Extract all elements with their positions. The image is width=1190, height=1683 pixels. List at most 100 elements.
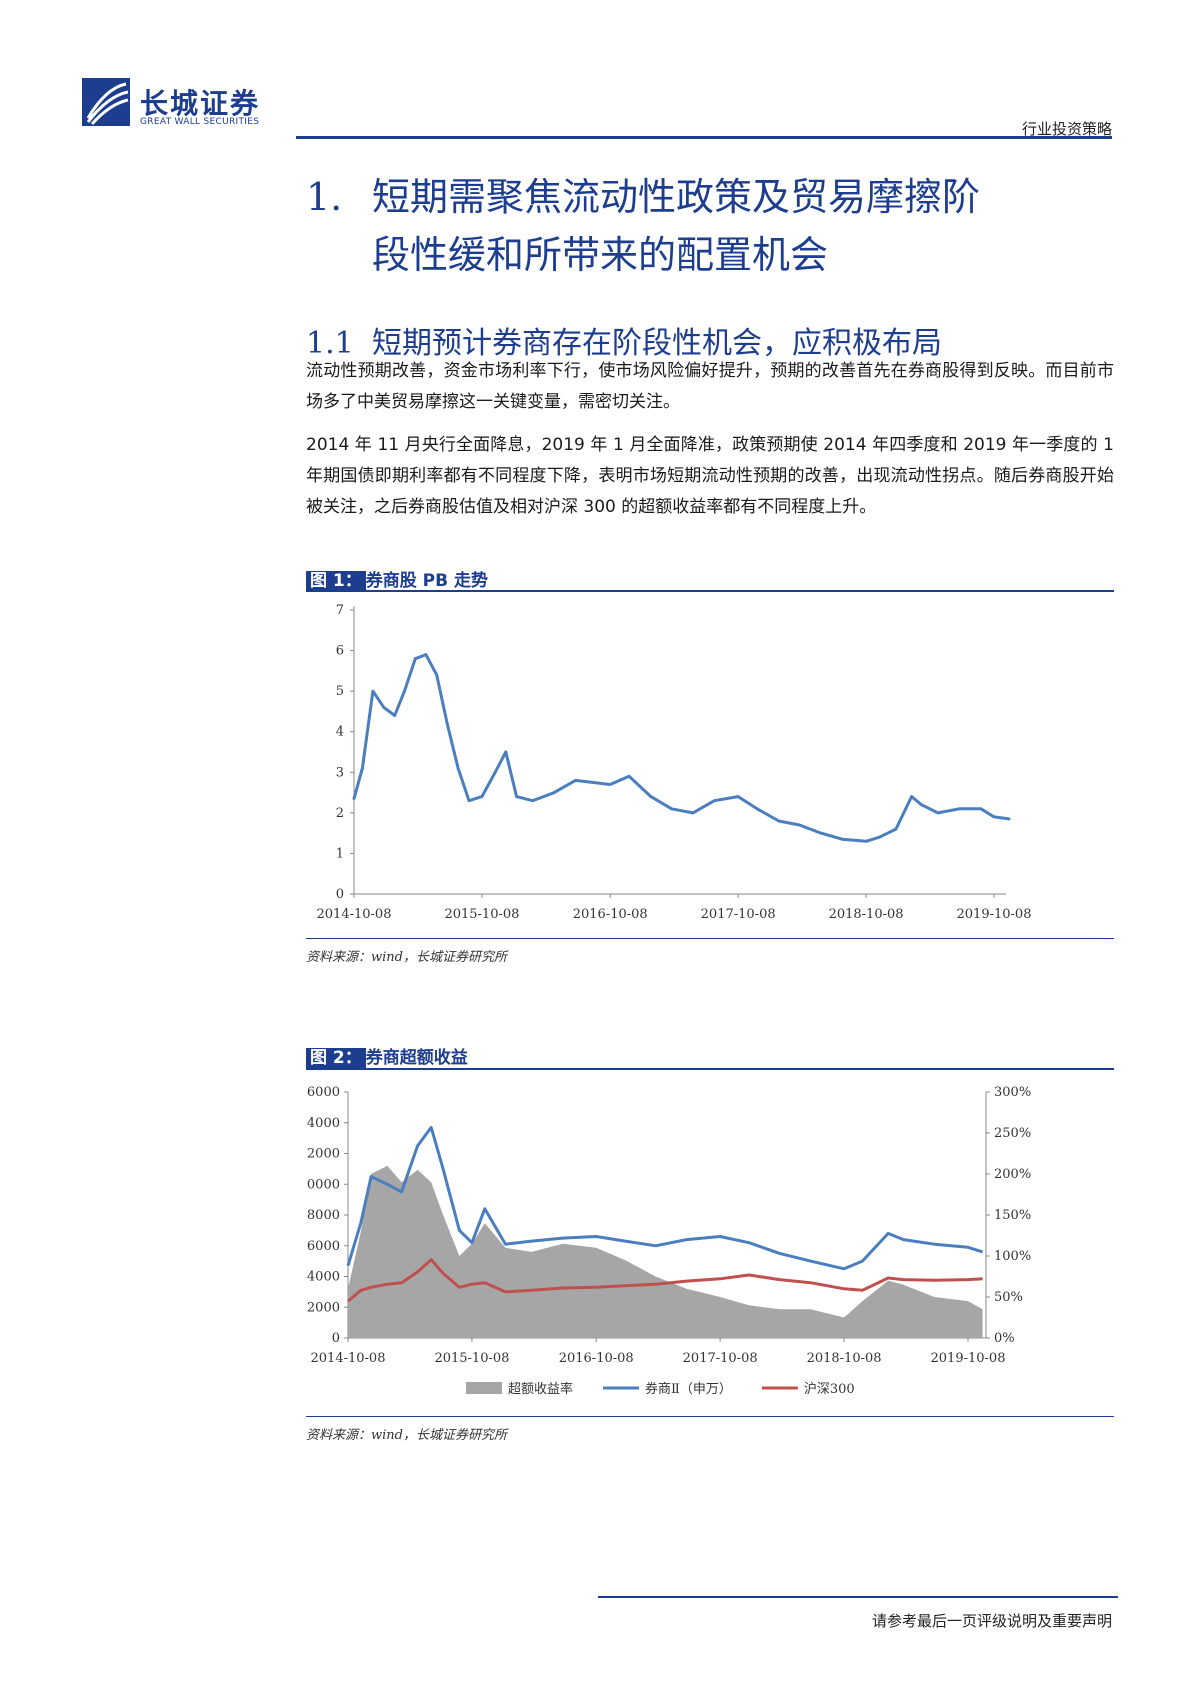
left-y-tick-label: 16000 — [306, 1085, 340, 1100]
pb-data-point — [1007, 817, 1011, 821]
footer-divider — [598, 1596, 1118, 1598]
subsection-heading: 1.1 短期预计券商存在阶段性机会，应积极布局 — [306, 318, 942, 362]
pb-data-point — [777, 819, 781, 823]
x-tick-label: 2015-10-08 — [444, 907, 519, 922]
pb-data-point — [413, 657, 417, 661]
pb-data-point — [627, 774, 631, 778]
y-tick-label: 5 — [336, 684, 344, 699]
pb-data-point — [840, 837, 844, 841]
pb-data-point — [393, 714, 397, 717]
y-tick-label: 3 — [336, 765, 344, 780]
right-y-tick-label: 0% — [994, 1331, 1015, 1346]
figure1-caption: 券商股 PB 走势 — [365, 571, 489, 591]
pb-data-point — [798, 823, 801, 827]
figure2-caption: 券商超额收益 — [365, 1048, 468, 1068]
section-number: 1. — [306, 175, 343, 219]
right-y-tick-label: 250% — [994, 1126, 1031, 1141]
pb-data-point — [361, 766, 364, 770]
paragraph-1: 流动性预期改善，资金市场利率下行，使市场风险偏好提升，预期的改善首先在券商股得到… — [306, 361, 1114, 412]
right-y-tick-label: 200% — [994, 1167, 1031, 1182]
pb-data-point — [712, 799, 716, 803]
broker-index-line — [346, 1125, 984, 1271]
pb-data-point — [515, 795, 519, 799]
right-y-tick-label: 300% — [994, 1085, 1031, 1100]
figure1-title: 图 1： 券商股 PB 走势 — [306, 566, 488, 591]
pb-data-point — [864, 839, 868, 843]
left-y-tick-label: 6000 — [307, 1239, 340, 1254]
left-y-tick-label: 14000 — [306, 1116, 340, 1131]
pb-data-point — [424, 653, 428, 657]
x-tick-label: 2017-10-08 — [683, 1351, 758, 1366]
header-divider — [296, 136, 1112, 139]
legend-label: 沪深300 — [804, 1381, 855, 1397]
company-name-cn: 长城证券 — [140, 87, 261, 120]
x-tick-label: 2019-10-08 — [931, 1351, 1006, 1366]
subsection-title: 短期预计券商存在阶段性机会，应积极布局 — [372, 326, 942, 361]
figure1-tag: 图 1： — [306, 571, 366, 591]
pb-data-point — [649, 795, 653, 799]
csi300-line — [347, 1258, 983, 1303]
pb-data-point — [480, 795, 484, 799]
pb-data-point — [992, 815, 996, 819]
figure2-title: 图 2： 券商超额收益 — [306, 1043, 468, 1068]
right-y-tick-label: 50% — [994, 1290, 1023, 1305]
x-tick-label: 2016-10-08 — [573, 907, 648, 922]
pb-series-line — [352, 653, 1010, 843]
pb-data-point — [371, 689, 375, 693]
pb-data-point — [979, 807, 983, 811]
right-y-tick-label: 150% — [994, 1208, 1031, 1223]
pb-data-point — [877, 835, 881, 839]
right-y-tick-label: 100% — [994, 1249, 1031, 1264]
figure1-source: 资料来源：wind，长城证券研究所 — [306, 950, 507, 965]
legend-swatch — [466, 1382, 502, 1394]
pb-data-point — [936, 811, 940, 815]
pb-data-point — [691, 811, 695, 815]
company-logo — [82, 78, 130, 126]
pb-data-point — [608, 783, 612, 786]
pb-data-point — [910, 795, 914, 799]
section-title-line1: 短期需聚焦流动性政策及贸易摩擦阶 — [372, 175, 981, 219]
pb-data-point — [755, 807, 759, 811]
pb-data-point — [403, 689, 406, 693]
section-title-line2: 段性缓和所带来的配置机会 — [372, 233, 829, 277]
figure1-bottom-rule — [306, 938, 1114, 939]
pb-data-point — [920, 803, 923, 807]
legend-label: 券商Ⅱ（申万） — [645, 1381, 732, 1397]
pb-data-point — [736, 795, 740, 799]
pb-data-point — [957, 807, 961, 811]
pb-data-point — [435, 673, 439, 677]
excess-return-area — [348, 1165, 983, 1338]
x-tick-label: 2016-10-08 — [559, 1351, 634, 1366]
figure2-top-rule — [306, 1068, 1114, 1070]
report-type: 行业投资策略 — [1021, 120, 1112, 138]
x-tick-label: 2014-10-08 — [317, 907, 392, 922]
section-heading: 1. 短期需聚焦流动性政策及贸易摩擦阶 段性缓和所带来的配置机会 — [306, 168, 1116, 284]
y-tick-label: 6 — [336, 644, 344, 659]
pb-data-point — [467, 799, 471, 803]
pb-data-point — [352, 797, 356, 801]
y-tick-label: 2 — [336, 806, 344, 821]
pb-data-point — [382, 705, 386, 709]
pb-data-point — [445, 722, 449, 725]
pb-data-point — [531, 799, 535, 803]
figure2-source: 资料来源：wind，长城证券研究所 — [306, 1428, 507, 1443]
company-name-en: GREAT WALL SECURITIES — [140, 117, 260, 127]
x-tick-label: 2014-10-08 — [311, 1351, 386, 1366]
left-y-tick-label: 10000 — [306, 1177, 340, 1192]
figure2-bottom-rule — [306, 1416, 1114, 1417]
pb-data-point — [894, 827, 898, 831]
figure2-tag: 图 2： — [306, 1048, 366, 1068]
pb-data-point — [819, 831, 823, 835]
pb-data-point — [670, 807, 673, 811]
y-tick-label: 7 — [336, 603, 344, 618]
pb-data-point — [552, 791, 556, 794]
pb-data-point — [574, 779, 577, 782]
left-y-tick-label: 0 — [332, 1331, 340, 1346]
subsection-number: 1.1 — [306, 326, 354, 361]
x-tick-label: 2017-10-08 — [701, 907, 776, 922]
footer-disclaimer: 请参考最后一页评级说明及重要声明 — [871, 1612, 1112, 1630]
x-tick-label: 2018-10-08 — [807, 1351, 882, 1366]
y-tick-label: 4 — [336, 725, 344, 740]
x-tick-label: 2019-10-08 — [957, 907, 1032, 922]
left-y-tick-label: 2000 — [307, 1300, 340, 1315]
